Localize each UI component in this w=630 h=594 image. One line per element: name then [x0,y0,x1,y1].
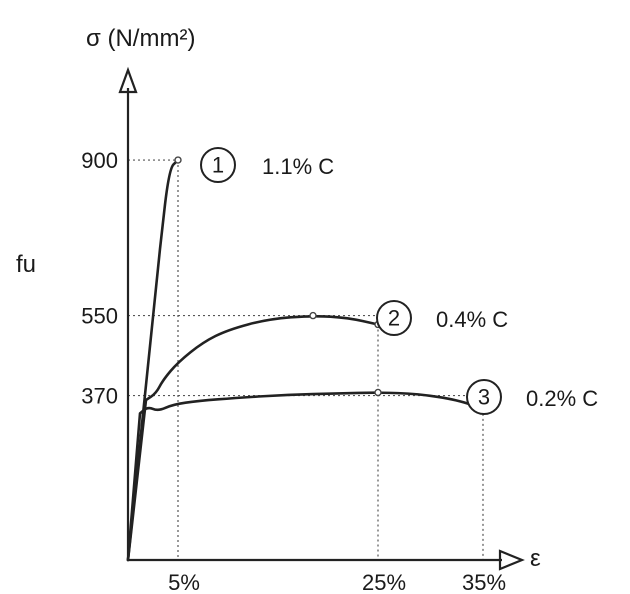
series-badge-number-1: 1 [212,153,224,178]
y-tick-label-1: 550 [81,304,118,329]
series-curve-1 [126,158,180,562]
series-3-marker-0 [374,388,382,397]
axes [118,66,525,571]
series-label-3: 0.2% C [526,386,598,411]
series-curve-2 [126,314,380,562]
x-tick-label-1: 25% [362,570,406,594]
series-curve-3 [126,391,485,562]
y-tick-label-0: 370 [81,384,118,409]
curves [126,158,485,562]
markers [174,156,487,413]
series-badge-circle-3 [466,379,502,415]
series-badge-number-2: 2 [388,306,400,331]
tick-labels: 370 550 900 5% 25% 35% [81,148,506,594]
x-axis-title: ε [530,545,541,572]
series-label-1: 1.1% C [262,154,334,179]
y-axis-arrow [118,66,138,94]
y-axis-title: σ (N/mm²) [86,25,195,52]
series-1-marker-0 [174,156,182,164]
x-tick-label-2: 35% [462,570,506,594]
y-tick-label-2: 900 [81,148,118,173]
series-label-2: 0.4% C [436,307,508,332]
series-2-marker-0 [309,311,317,320]
series-labels: 1 1.1% C 2 0.4% C 3 0.2% C [200,147,598,415]
x-axis-arrow [498,549,525,571]
series-badge-circle-2 [376,300,412,336]
series-badge-number-3: 3 [478,385,490,410]
series-badge-circle-1 [200,147,236,183]
y-annotation: fu [16,251,36,278]
x-tick-label-0: 5% [168,570,200,594]
